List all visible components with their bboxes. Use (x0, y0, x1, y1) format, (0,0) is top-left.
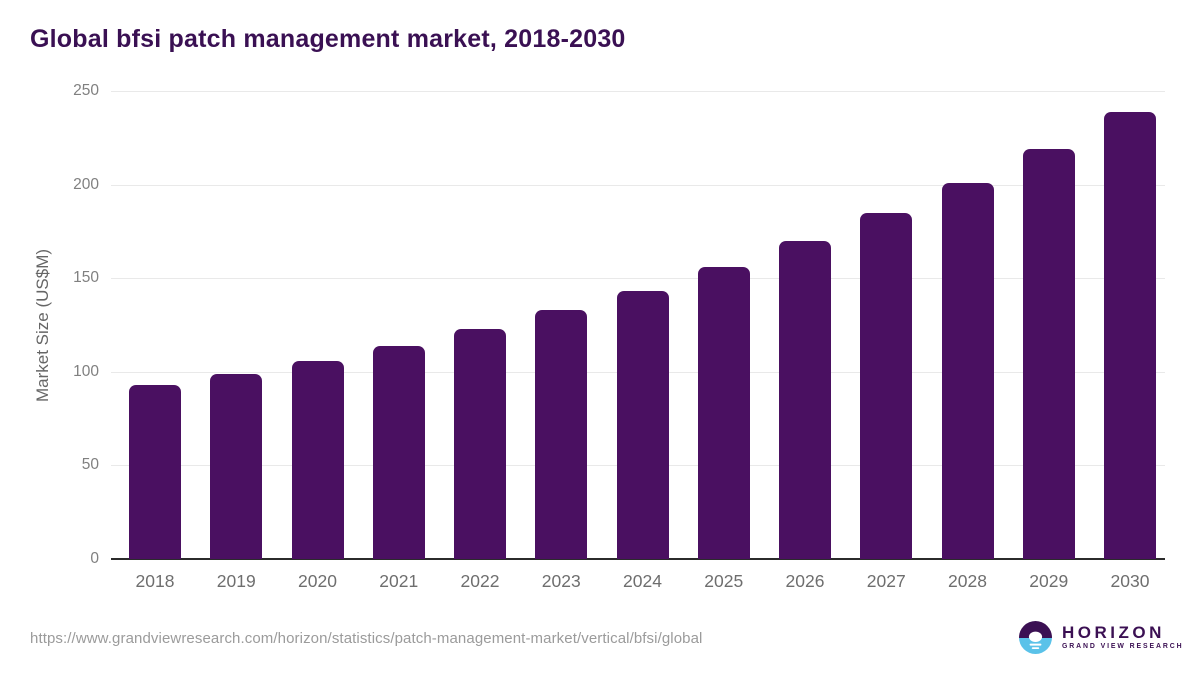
x-tick-label-2025: 2025 (704, 571, 744, 591)
gridline-y-250 (111, 91, 1165, 92)
y-tick-label-50: 50 (81, 456, 99, 474)
bar-2027 (860, 212, 913, 559)
gridline-y-150 (111, 278, 1165, 280)
y-tick-label-100: 100 (73, 362, 99, 380)
x-tick-label-2030: 2030 (1110, 571, 1150, 591)
bar-2022 (454, 328, 506, 559)
x-tick-label-2020: 2020 (298, 571, 337, 591)
bar-2029 (1022, 149, 1075, 559)
y-tick-label-250: 250 (73, 82, 99, 99)
y-tick-label-0: 0 (90, 550, 99, 567)
bar-2030 (1104, 111, 1156, 559)
gridline-y-200 (111, 184, 1165, 186)
x-tick-label-2018: 2018 (135, 571, 175, 591)
y-axis-title: Market Size (US$M) (33, 248, 52, 402)
bar-2018 (129, 384, 181, 559)
chart-title: Global bfsi patch management market, 201… (30, 25, 626, 53)
bar-2024 (616, 291, 669, 559)
bar-2023 (535, 310, 588, 559)
bar-2019 (210, 373, 263, 559)
x-axis-baseline (111, 558, 1165, 560)
x-tick-label-2024: 2024 (623, 571, 662, 591)
bar-2026 (779, 240, 831, 559)
x-tick-label-2028: 2028 (948, 571, 987, 591)
plot-area: 0 50 100 150 200 250 2018 2019 2020 2021 2022 2023 2… (73, 82, 1165, 591)
x-tick-label-2023: 2023 (541, 571, 581, 591)
x-tick-label-2026: 2026 (785, 571, 825, 591)
bar-2028 (941, 182, 994, 559)
logo-tagline: GRAND VIEW RESEARCH (1062, 643, 1184, 651)
x-tick-label-2021: 2021 (379, 571, 419, 591)
logo-text: HORIZON GRAND VIEW RESEARCH (1062, 624, 1183, 651)
bar-2020 (291, 360, 344, 559)
y-tick-label-150: 150 (73, 269, 99, 287)
x-tick-label-2029: 2029 (1029, 571, 1069, 591)
y-tick-label-200: 200 (73, 175, 99, 193)
source-url: https://www.grandviewresearch.com/horizo… (30, 630, 703, 647)
x-tick-label-2027: 2027 (866, 571, 906, 591)
horizon-sun-icon (1019, 621, 1052, 654)
x-tick-label-2022: 2022 (460, 571, 500, 591)
bar-2025 (697, 266, 750, 559)
horizon-logo: HORIZON GRAND VIEW RESEARCH (1019, 621, 1183, 654)
bar-2021 (372, 345, 425, 559)
x-tick-label-2019: 2019 (216, 571, 256, 591)
logo-wordmark: HORIZON (1062, 623, 1165, 643)
